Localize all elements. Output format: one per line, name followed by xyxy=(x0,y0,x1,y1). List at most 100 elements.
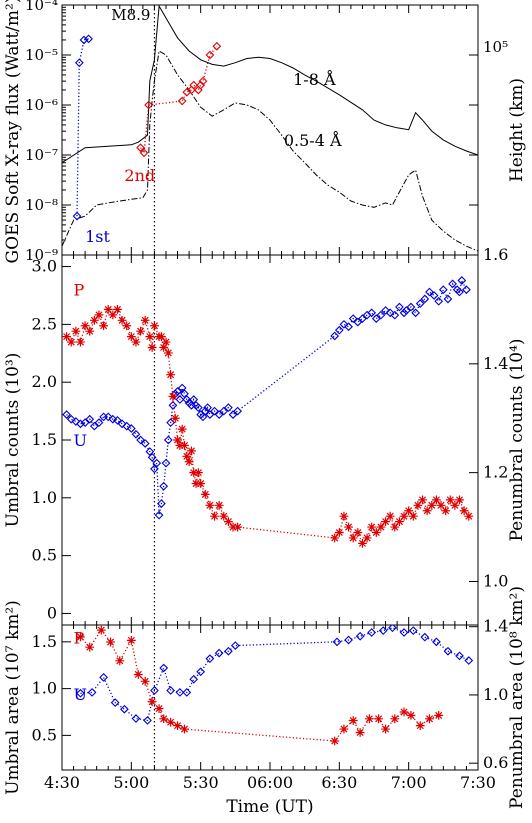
diamond-marker xyxy=(173,387,182,396)
y-axis-title: Umbral area (10⁷ km²) xyxy=(3,600,23,795)
x-tick-label: 06:00 xyxy=(247,773,293,792)
diamond-marker xyxy=(219,406,229,416)
asterisk-marker xyxy=(432,495,441,505)
asterisk-marker xyxy=(399,511,409,521)
asterisk-marker xyxy=(106,637,115,647)
diamond-marker xyxy=(443,294,453,304)
asterisk-marker xyxy=(62,332,72,342)
asterisk-marker xyxy=(210,511,219,521)
asterisk-marker xyxy=(76,632,85,642)
series-line xyxy=(62,50,478,252)
diamond-marker xyxy=(344,635,353,645)
asterisk-marker xyxy=(362,533,372,543)
diamond-marker xyxy=(224,403,233,413)
diamond-marker xyxy=(140,439,150,448)
asterisk-marker xyxy=(228,522,238,532)
diamond-marker xyxy=(205,654,215,664)
asterisk-marker xyxy=(395,517,404,527)
asterisk-marker xyxy=(415,721,425,731)
diamond-marker xyxy=(214,410,224,419)
diamond-marker xyxy=(180,389,189,399)
asterisk-marker xyxy=(173,435,182,445)
y-tick-label: 10⁻⁸ xyxy=(25,196,58,214)
diamond-marker xyxy=(203,403,212,413)
diamond-marker xyxy=(84,34,93,44)
asterisk-marker xyxy=(196,479,206,488)
asterisk-marker xyxy=(177,424,187,434)
diamond-marker xyxy=(200,406,210,416)
y2-tick-label: 0.6 xyxy=(483,753,508,772)
asterisk-marker xyxy=(364,714,374,724)
asterisk-marker xyxy=(376,522,386,532)
diamond-marker xyxy=(103,412,113,422)
y-axis-title: Umbral counts (10³) xyxy=(3,353,23,528)
diamond-marker xyxy=(330,331,340,341)
diamond-marker xyxy=(108,414,118,424)
asterisk-marker xyxy=(224,517,233,527)
asterisk-marker xyxy=(189,468,199,478)
y-tick-label: 3.0 xyxy=(32,257,57,276)
asterisk-marker xyxy=(140,676,150,686)
asterisk-marker xyxy=(390,522,400,532)
asterisk-marker xyxy=(126,332,136,342)
asterisk-marker xyxy=(348,716,358,725)
diamond-marker xyxy=(425,287,434,297)
series-label: P xyxy=(74,280,85,299)
diamond-marker xyxy=(455,651,464,661)
counts-panel: 0 0.5 1.0 1.5 2.0 2.5 3.0 1.0 1.2 1.4 1.6 Umbral co… xyxy=(3,245,527,622)
asterisk-marker xyxy=(445,495,455,505)
asterisk-marker xyxy=(126,635,136,645)
diamond-marker xyxy=(161,458,171,468)
diamond-marker xyxy=(408,626,418,635)
y2-axis-title: Penumbral counts (10⁴) xyxy=(507,338,527,541)
asterisk-marker xyxy=(406,711,416,720)
diamond-marker xyxy=(353,317,363,327)
asterisk-marker xyxy=(187,446,196,456)
diamond-marker xyxy=(455,287,464,297)
asterisk-marker xyxy=(450,500,460,510)
counts-series xyxy=(62,276,474,548)
series-label: P xyxy=(74,629,85,648)
diamond-marker xyxy=(189,674,199,684)
y-tick-label: 1.5 xyxy=(32,430,57,449)
diamond-marker xyxy=(175,687,185,697)
asterisk-marker xyxy=(113,305,122,314)
diamond-marker xyxy=(113,415,122,425)
asterisk-marker xyxy=(140,315,150,325)
diamond-marker xyxy=(367,628,377,637)
asterisk-marker xyxy=(214,500,224,510)
asterisk-marker xyxy=(399,707,409,717)
diamond-marker xyxy=(399,628,409,637)
asterisk-marker xyxy=(339,724,349,734)
diamond-marker xyxy=(210,406,219,416)
asterisk-marker xyxy=(436,500,446,510)
diamond-marker xyxy=(76,419,85,429)
y-tick-label: 10⁻⁷ xyxy=(25,146,58,164)
diamond-marker xyxy=(448,279,457,289)
asterisk-marker xyxy=(344,522,353,532)
y2-tick-label: 1.4 xyxy=(483,617,508,636)
diamond-marker xyxy=(182,395,192,404)
diamond-marker xyxy=(66,414,76,424)
diamond-marker xyxy=(166,418,175,428)
diamond-marker xyxy=(193,403,203,413)
x-tick-label: 6:30 xyxy=(321,773,357,792)
series-label: U xyxy=(74,685,87,704)
diamond-marker xyxy=(120,704,129,714)
y-tick-label: 2.0 xyxy=(32,372,57,391)
y2-tick-label: 1.4 xyxy=(483,354,508,373)
asterisk-marker xyxy=(434,711,444,720)
asterisk-marker xyxy=(348,533,358,543)
diamond-marker xyxy=(110,698,120,708)
asterisk-marker xyxy=(71,326,81,336)
diamond-marker xyxy=(230,641,240,650)
diamond-marker xyxy=(348,314,358,323)
diamond-marker xyxy=(72,211,82,221)
diamond-marker xyxy=(344,322,353,332)
diamond-marker xyxy=(443,646,453,656)
asterisk-marker xyxy=(147,343,157,352)
asterisk-marker xyxy=(159,343,169,352)
asterisk-marker xyxy=(334,528,344,537)
y-tick-label: 0.5 xyxy=(32,725,57,744)
asterisk-marker xyxy=(99,321,108,331)
